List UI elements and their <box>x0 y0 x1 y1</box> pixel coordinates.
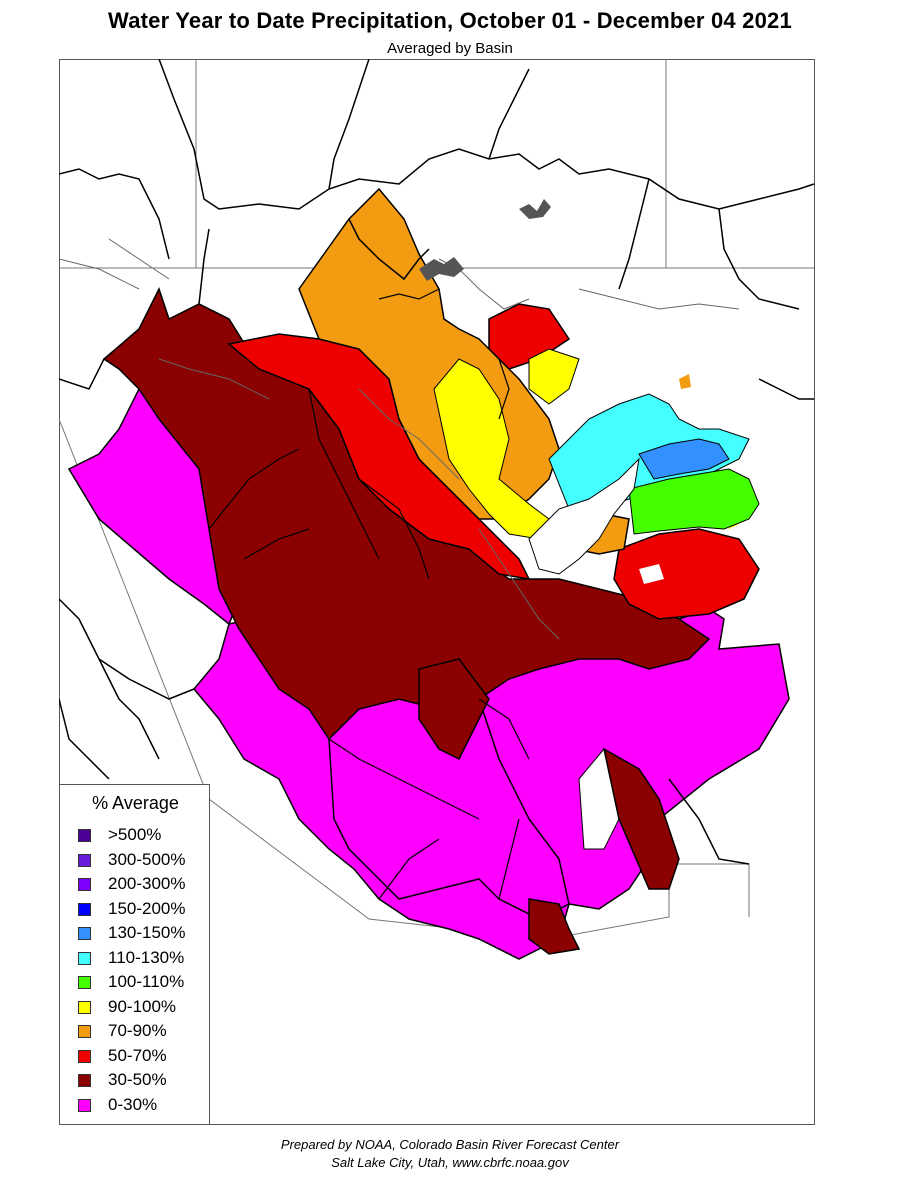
region-30-50-south <box>528 898 581 955</box>
legend-label: 30-50% <box>108 1070 167 1089</box>
legend-swatch <box>78 927 91 940</box>
lake-powell <box>419 257 464 281</box>
region-100-110 <box>628 468 760 535</box>
legend-swatch <box>78 1049 91 1063</box>
legend-title: % Average <box>92 793 179 813</box>
region-30-50-southeast <box>602 747 680 890</box>
legend-swatch <box>78 1000 91 1014</box>
region-90-100-central <box>433 358 550 540</box>
legend-label: 110-130% <box>108 947 185 967</box>
state-boundaries <box>59 59 814 940</box>
legend-label: 90-100% <box>108 996 177 1016</box>
legend-label: 130-150% <box>108 923 186 942</box>
region-no-data-center <box>528 457 640 575</box>
map-subtitle: Averaged by Basin <box>387 40 513 57</box>
lake-flaming-gorge <box>519 199 551 219</box>
legend-swatch <box>78 878 91 891</box>
legend-swatch <box>78 829 91 842</box>
credit-line-2: Salt Lake City, Utah, www.cbrfc.noaa.gov <box>331 1155 569 1170</box>
legend-label: 100-110% <box>108 972 185 991</box>
legend-swatch <box>78 951 91 965</box>
legend-label: 150-200% <box>108 898 186 918</box>
map-title: Water Year to Date Precipitation, Octobe… <box>108 8 792 33</box>
region-130-150 <box>638 438 730 480</box>
rivers <box>59 238 740 640</box>
region-no-data-east-patch <box>639 564 664 584</box>
credit-line-1: Prepared by NOAA, Colorado Basin River F… <box>280 1137 620 1152</box>
region-50-70-east <box>613 528 760 620</box>
legend-label: >500% <box>108 825 162 844</box>
basin-map <box>59 59 815 960</box>
legend-swatch <box>78 1025 91 1038</box>
interior-basin-lines <box>208 288 530 900</box>
legend-label: 50-70% <box>108 1045 167 1065</box>
legend-label: 300-500% <box>108 849 186 869</box>
legend-label: 0-30% <box>108 1094 158 1114</box>
region-70-90-ne-tip <box>679 374 691 389</box>
basin-outlines <box>59 59 815 865</box>
legend-swatch <box>78 1074 91 1087</box>
legend-swatch <box>78 853 91 867</box>
legend-swatch <box>78 1098 91 1112</box>
region-30-50-central <box>418 658 490 761</box>
legend-label: 200-300% <box>108 874 186 893</box>
legend-panel: % Average >500% 300-500% 200-300% 150-200% 1… <box>59 784 210 1125</box>
legend-swatch <box>78 976 91 989</box>
legend-label: 70-90% <box>108 1021 167 1040</box>
region-90-100-east <box>528 348 580 405</box>
legend-swatch <box>78 902 91 916</box>
